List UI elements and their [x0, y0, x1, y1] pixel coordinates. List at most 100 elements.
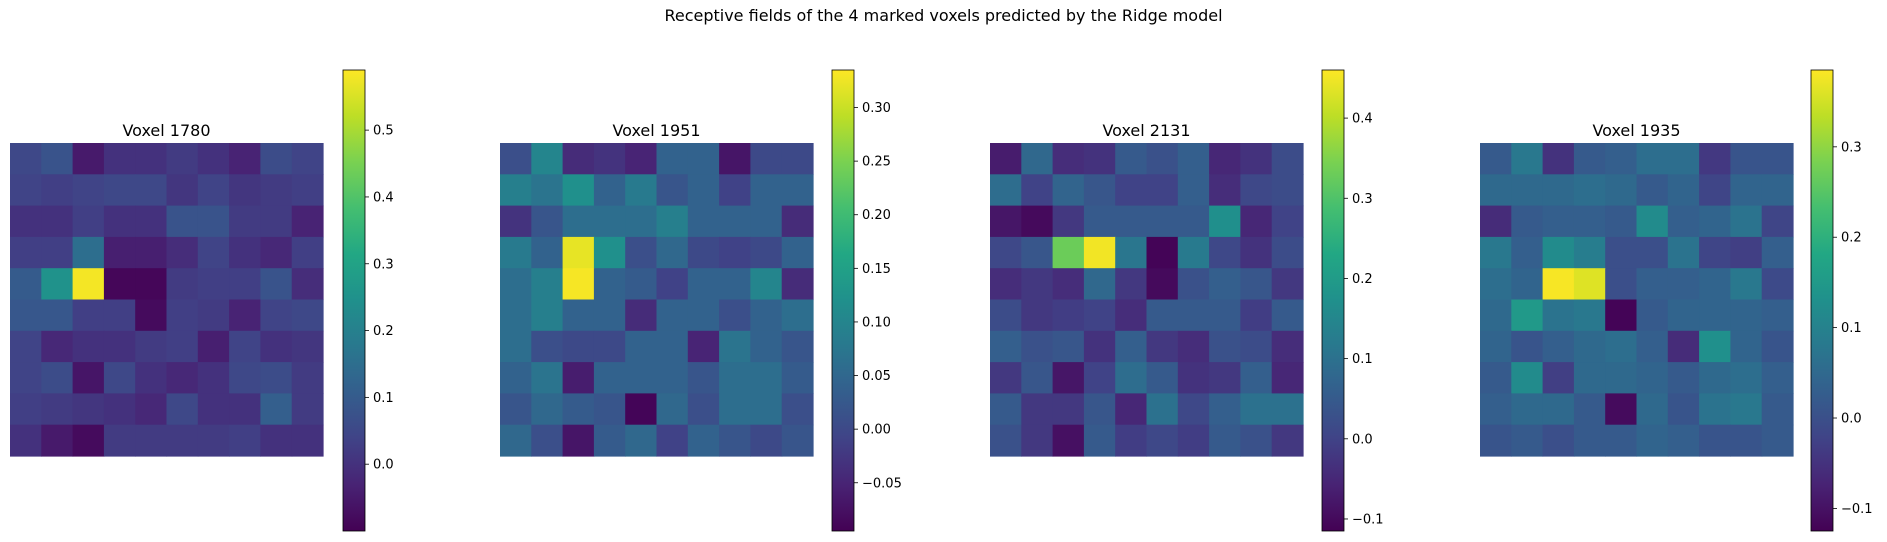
- heatmap-cell: [1761, 330, 1794, 363]
- heatmap-cell: [687, 268, 720, 301]
- heatmap-cell: [1115, 299, 1148, 332]
- heatmap-cell: [41, 393, 74, 426]
- heatmap-cell: [687, 362, 720, 394]
- heatmap-cell: [750, 143, 783, 175]
- heatmap-cell: [1511, 205, 1544, 238]
- heatmap-cell: [1699, 205, 1731, 238]
- heatmap-cell: [1271, 205, 1304, 238]
- panel-title: Voxel 2131: [1102, 121, 1190, 140]
- heatmap-cell: [229, 362, 261, 394]
- colorbar-tick-label: 0.3: [1841, 140, 1862, 155]
- heatmap-cell: [1511, 236, 1544, 269]
- heatmap-cell: [562, 330, 595, 363]
- heatmap-cell: [656, 393, 689, 426]
- heatmap-cell: [656, 299, 689, 332]
- heatmap-cell: [625, 424, 658, 457]
- heatmap-cell: [1480, 299, 1512, 332]
- heatmap-cell: [990, 362, 1022, 394]
- heatmap-cell: [1240, 205, 1273, 238]
- colorbar-tick-label: 0.2: [1352, 272, 1373, 287]
- heatmap-cell: [1542, 393, 1575, 426]
- colorbar-tick-label: 0.00: [862, 423, 891, 438]
- heatmap-cell: [990, 143, 1022, 175]
- heatmap-cell: [687, 330, 720, 363]
- heatmap-cell: [72, 143, 105, 175]
- heatmap-cell: [531, 268, 564, 301]
- heatmap-cell: [291, 393, 324, 426]
- heatmap-cell: [103, 174, 136, 207]
- heatmap-cell: [260, 205, 293, 238]
- heatmap-cell: [1083, 299, 1116, 332]
- heatmap-cell: [1699, 424, 1731, 457]
- heatmap-cell: [1115, 362, 1148, 394]
- heatmap-cell: [531, 424, 564, 457]
- heatmap-cell: [1480, 174, 1512, 207]
- heatmap-cell: [1605, 268, 1638, 301]
- heatmap-cell: [1699, 236, 1731, 269]
- heatmap-cell: [10, 268, 42, 301]
- heatmap-cell: [1699, 393, 1731, 426]
- heatmap-cell: [687, 205, 720, 238]
- heatmap-cell: [531, 174, 564, 207]
- heatmap-cell: [1115, 236, 1148, 269]
- heatmap-cell: [1573, 268, 1606, 301]
- heatmap-cell: [781, 174, 814, 207]
- heatmap-cell: [562, 205, 595, 238]
- heatmap-cell: [72, 236, 105, 269]
- heatmap-cell: [781, 236, 814, 269]
- heatmap-cell: [719, 362, 751, 394]
- colorbar-tick-label: −0.1: [1841, 502, 1873, 517]
- heatmap-cell: [1021, 236, 1054, 269]
- heatmap-cell: [10, 143, 42, 175]
- heatmap-cell: [1271, 174, 1304, 207]
- heatmap-cell: [500, 143, 532, 175]
- heatmap-cell: [1177, 362, 1210, 394]
- heatmap-cell: [1271, 268, 1304, 301]
- heatmap-cell: [1511, 330, 1544, 363]
- heatmap-cell: [1083, 330, 1116, 363]
- heatmap-cell: [260, 393, 293, 426]
- heatmap-cell: [1730, 424, 1763, 457]
- heatmap-cell: [719, 299, 751, 332]
- heatmap-cell: [719, 174, 751, 207]
- colorbar-tick-label: −0.05: [862, 476, 902, 491]
- heatmap-cell: [1209, 424, 1241, 457]
- heatmap-cell: [1542, 330, 1575, 363]
- heatmap-cell: [197, 174, 230, 207]
- heatmap-cell: [593, 393, 626, 426]
- heatmap-cell: [72, 205, 105, 238]
- colorbar-tick-label: 0.10: [862, 315, 891, 330]
- heatmap-cell: [1146, 299, 1179, 332]
- heatmap-cell: [197, 299, 230, 332]
- heatmap-cell: [1636, 299, 1669, 332]
- heatmap-cell: [750, 174, 783, 207]
- heatmap-cell: [166, 268, 199, 301]
- heatmap-cell: [1209, 330, 1241, 363]
- heatmap-cell: [166, 236, 199, 269]
- heatmap-cell: [1021, 424, 1054, 457]
- heatmap-cell: [625, 143, 658, 175]
- heatmap-cell: [687, 236, 720, 269]
- heatmap-cell: [1730, 143, 1763, 175]
- heatmap-cell: [1115, 174, 1148, 207]
- heatmap-cell: [10, 299, 42, 332]
- heatmap-cell: [1115, 143, 1148, 175]
- heatmap-cell: [1636, 236, 1669, 269]
- heatmap-cell: [197, 268, 230, 301]
- heatmap-cell: [719, 393, 751, 426]
- heatmap-cell: [291, 236, 324, 269]
- heatmap-cell: [10, 362, 42, 394]
- heatmap-cell: [1636, 362, 1669, 394]
- heatmap-cell: [197, 143, 230, 175]
- heatmap-cell: [750, 205, 783, 238]
- heatmap-cell: [1177, 174, 1210, 207]
- heatmap-cell: [291, 424, 324, 457]
- heatmap-cell: [1699, 143, 1731, 175]
- heatmap-cell: [1240, 174, 1273, 207]
- heatmap-cell: [500, 330, 532, 363]
- heatmap-cell: [260, 299, 293, 332]
- heatmap-cell: [656, 268, 689, 301]
- heatmap-cell: [990, 174, 1022, 207]
- heatmap-cell: [1511, 143, 1544, 175]
- heatmap-cell: [229, 299, 261, 332]
